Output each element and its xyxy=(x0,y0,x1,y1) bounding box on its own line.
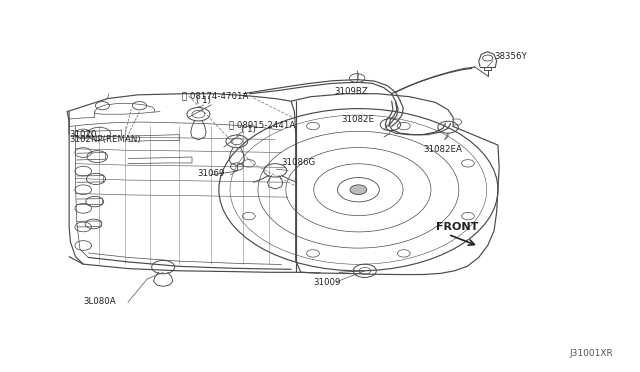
Text: 31082EA: 31082EA xyxy=(424,145,463,154)
Text: 38356Y: 38356Y xyxy=(494,52,527,61)
Text: 31082E: 31082E xyxy=(341,115,374,124)
Text: Ⓑ 08915-2441A: Ⓑ 08915-2441A xyxy=(229,120,296,129)
Text: Ⓑ 08174-4701A: Ⓑ 08174-4701A xyxy=(182,91,248,100)
Text: 3102NP(REMAN): 3102NP(REMAN) xyxy=(69,135,141,144)
Text: 3109BZ: 3109BZ xyxy=(334,87,368,96)
Text: 31009: 31009 xyxy=(314,278,341,287)
Text: ( 1): ( 1) xyxy=(196,96,211,105)
Text: 31069: 31069 xyxy=(197,169,225,177)
Text: ( 1): ( 1) xyxy=(241,125,255,134)
Circle shape xyxy=(350,185,367,195)
Text: 31020: 31020 xyxy=(69,129,97,138)
Text: 3L080A: 3L080A xyxy=(83,297,116,306)
Text: J31001XR: J31001XR xyxy=(570,349,613,358)
Text: 31086G: 31086G xyxy=(282,158,316,167)
Text: FRONT: FRONT xyxy=(436,222,479,232)
